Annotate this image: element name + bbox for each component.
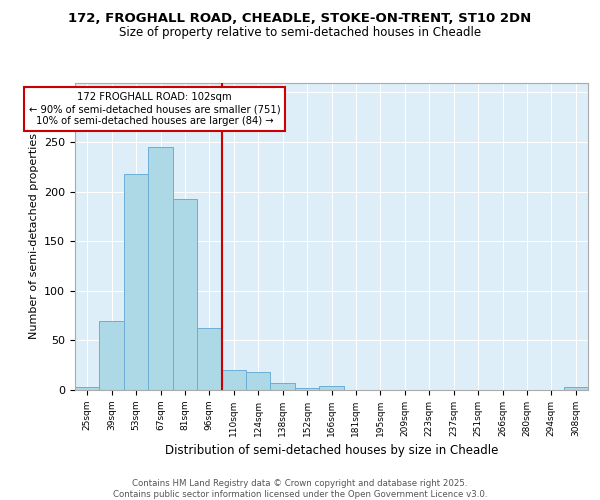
Bar — [124, 174, 148, 390]
Text: Size of property relative to semi-detached houses in Cheadle: Size of property relative to semi-detach… — [119, 26, 481, 39]
Bar — [173, 198, 197, 390]
Bar — [246, 372, 271, 390]
Text: Contains HM Land Registry data © Crown copyright and database right 2025.: Contains HM Land Registry data © Crown c… — [132, 479, 468, 488]
Bar — [295, 388, 319, 390]
Bar — [271, 383, 295, 390]
Text: 172 FROGHALL ROAD: 102sqm
← 90% of semi-detached houses are smaller (751)
10% of: 172 FROGHALL ROAD: 102sqm ← 90% of semi-… — [29, 92, 280, 126]
Y-axis label: Number of semi-detached properties: Number of semi-detached properties — [29, 133, 38, 339]
Bar — [563, 387, 588, 390]
Bar — [148, 147, 173, 390]
X-axis label: Distribution of semi-detached houses by size in Cheadle: Distribution of semi-detached houses by … — [165, 444, 498, 458]
Bar — [75, 387, 100, 390]
Text: Contains public sector information licensed under the Open Government Licence v3: Contains public sector information licen… — [113, 490, 487, 499]
Bar — [319, 386, 344, 390]
Text: 172, FROGHALL ROAD, CHEADLE, STOKE-ON-TRENT, ST10 2DN: 172, FROGHALL ROAD, CHEADLE, STOKE-ON-TR… — [68, 12, 532, 26]
Bar — [197, 328, 221, 390]
Bar — [221, 370, 246, 390]
Bar — [100, 320, 124, 390]
